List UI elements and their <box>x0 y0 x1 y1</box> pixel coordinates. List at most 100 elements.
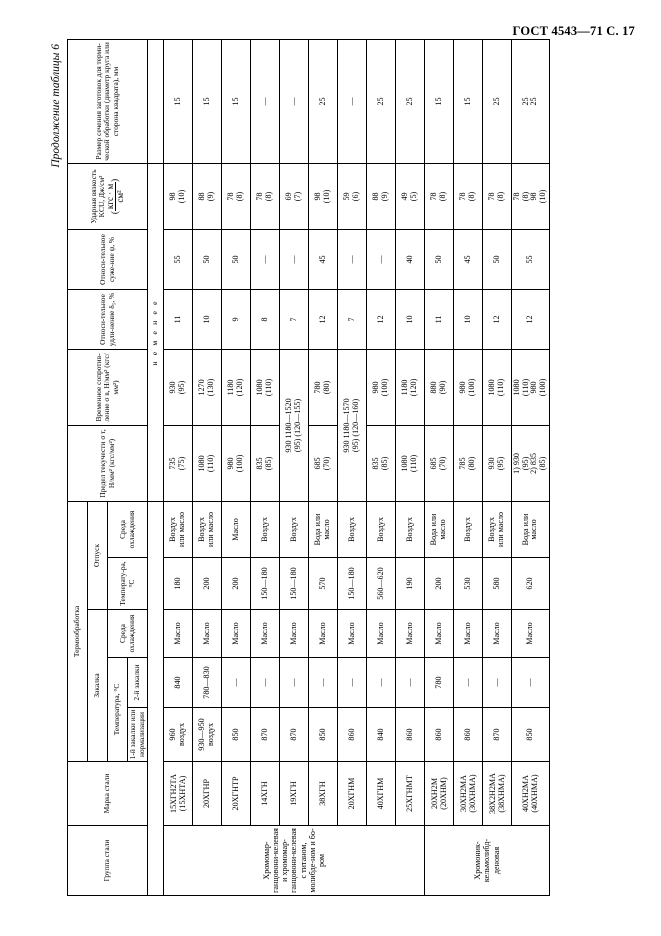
header-group: Группа стали <box>67 825 148 896</box>
cell-impact-toughness: 59 (6) <box>337 163 367 230</box>
table-row: 25ХГНМТ 860— Масло 190 Воздух 1080 (110) 1180 (1… <box>395 39 425 895</box>
cell-quench-medium: Масло <box>453 609 483 658</box>
cell-temper-medium: Вода или масло <box>308 501 338 558</box>
cell-billet-size: 15 <box>221 39 251 164</box>
cell-temper-temp: 200 <box>221 557 251 610</box>
cell-steel-grade: 38ХГН <box>308 761 338 826</box>
cell-tensile-strength: 1080 (110) <box>250 349 280 426</box>
cell-yield-strength: 685 (70) <box>424 425 454 502</box>
cell-temper-medium: Воздух <box>250 501 280 558</box>
impact-unit-denominator: см² <box>115 190 126 203</box>
header-billet-section-size: Размер сечения заготовок для терми-ческо… <box>67 39 148 164</box>
cell-quench-medium: Масло <box>279 609 309 658</box>
cell-steel-group: Хромоник-кельмолибд-деновая <box>424 825 550 896</box>
cell-quench-temp-2: — <box>453 657 483 708</box>
cell-temper-medium: Воздух <box>279 501 309 558</box>
cell-quench-temp-2: — <box>395 657 425 708</box>
cell-quench-temp-2: — <box>221 657 251 708</box>
table-row: 20ХГНТР 850— Масло 200 Масло 980 (100) 1180 (120… <box>221 39 251 895</box>
page-header-standard: ГОСТ 4543—71 С. 17 <box>512 24 635 38</box>
cell-temper-temp: 150—180 <box>337 557 367 610</box>
cell-quench-temp-1: 850 <box>308 707 338 762</box>
cell-reduction-of-area: 50 <box>424 229 454 290</box>
cell-impact-toughness: 98 (10) <box>308 163 338 230</box>
cell-impact-toughness: 78 (8) <box>424 163 454 230</box>
header-quenching: Закалка <box>87 609 108 762</box>
cell-quench-temp-1: 870 <box>250 707 280 762</box>
table-row: 40ХН2МА (40ХНМА) 850— Масло 620 Вода или масло… <box>511 39 550 895</box>
cell-reduction-of-area: — <box>279 229 309 290</box>
cell-yield-strength: 1) 930 (95) 2) 835 (85) <box>511 425 550 502</box>
cell-reduction-of-area: 45 <box>308 229 338 290</box>
cell-temper-medium: Воздух <box>337 501 367 558</box>
cell-quench-temp-2: 840 <box>163 657 193 708</box>
cell-impact-toughness: 88 (9) <box>366 163 396 230</box>
cell-impact-toughness: 88 (9) <box>192 163 222 230</box>
cell-yield-strength: 685 (70) <box>308 425 338 502</box>
cell-impact-toughness: 78 (8) <box>453 163 483 230</box>
cell-quench-temp-2: — <box>366 657 396 708</box>
cell-temper-medium: Масло <box>221 501 251 558</box>
cell-yield-and-tensile: 930 1180—1570 (95) (120—160) <box>337 349 367 502</box>
cell-temper-temp: 580 <box>482 557 512 610</box>
cell-impact-toughness: 69 (7) <box>279 163 309 230</box>
header-grade: Марка стали <box>67 761 148 826</box>
cell-quench-medium: Масло <box>221 609 251 658</box>
cell-elongation: 10 <box>192 289 222 350</box>
cell-billet-size: 15 <box>453 39 483 164</box>
cell-quench-temp-2: — <box>250 657 280 708</box>
cell-reduction-of-area: 55 <box>511 229 550 290</box>
cell-elongation: 10 <box>395 289 425 350</box>
cell-reduction-of-area: 45 <box>453 229 483 290</box>
cell-tensile-strength: 980 (100) <box>366 349 396 426</box>
cell-impact-toughness: 78 (8) <box>221 163 251 230</box>
table-row: 14ХГН 870— Масло 150—180 Воздух 835 (85) 1080 (1… <box>250 39 280 895</box>
table-row: Хромоник-кельмолибд-деновая 20ХН2М (20ХНМ)… <box>424 39 550 896</box>
table-row: 38Х2Н2МА (38ХНМА) 870— Масло 580 Воздух или ма… <box>482 39 512 895</box>
cell-temper-medium: Воздух или масло <box>163 501 193 558</box>
cell-temper-temp: 150—180 <box>250 557 280 610</box>
cell-billet-size: 25 <box>308 39 338 164</box>
cell-quench-temp-1: 860 <box>424 707 454 762</box>
cell-temper-medium: Воздух <box>366 501 396 558</box>
cell-quench-temp-1: 860 <box>337 707 367 762</box>
table-row: 19ХГН 870— Масло 150—180 Воздух 930 1180—1520… <box>279 39 309 895</box>
cell-quench-temp-2: 780 <box>424 657 454 708</box>
cell-quench-medium: Масло <box>482 609 512 658</box>
not-less-than-spacer-right <box>147 39 164 164</box>
cell-billet-size: 25 <box>395 39 425 164</box>
cell-yield-strength: 1080 (110) <box>395 425 425 502</box>
header-temper-medium: Среда охлаждения <box>107 501 148 558</box>
cell-steel-grade: 20ХГНМ <box>337 761 367 826</box>
cell-quench-medium: Масло <box>163 609 193 658</box>
cell-yield-and-tensile: 930 1180—1520 (95) (120—155) <box>279 349 309 502</box>
cell-quench-medium: Масло <box>395 609 425 658</box>
cell-steel-grade: 40ХГНМ <box>366 761 396 826</box>
cell-quench-temp-2: — <box>308 657 338 708</box>
cell-steel-grade: 20ХН2М (20ХНМ) <box>424 761 454 826</box>
cell-temper-medium: Воздух или масло <box>192 501 222 558</box>
cell-quench-temp-1: 930—950 воздух <box>192 707 222 762</box>
cell-steel-grade: 15ХГН2ТА (15ХНТА) <box>163 761 193 826</box>
cell-yield-strength: 1080 (110) <box>192 425 222 502</box>
cell-tensile-strength: 1180 (120) <box>395 349 425 426</box>
cell-temper-temp: 150—180 <box>279 557 309 610</box>
cell-elongation: 9 <box>221 289 251 350</box>
header-quench-second: 2-й закалки <box>127 657 148 708</box>
cell-temper-temp: 560—620 <box>366 557 396 610</box>
cell-quench-temp-1: 860 <box>395 707 425 762</box>
header-quench-temperature: Температура, °С <box>107 657 128 762</box>
cell-steel-grade: 25ХГНМТ <box>395 761 425 826</box>
cell-tensile-strength: 1180 (120) <box>221 349 251 426</box>
cell-quench-temp-1: 850 <box>221 707 251 762</box>
table-body: н е м е н е е Хромомар-ганцовони-келевая … <box>147 39 550 896</box>
cell-quench-medium: Масло <box>250 609 280 658</box>
cell-elongation: 12 <box>511 289 550 350</box>
cell-temper-temp: 200 <box>192 557 222 610</box>
not-less-than-spacer-left <box>147 501 164 896</box>
cell-billet-size: — <box>337 39 367 164</box>
header-quench-medium: Среда охлаждения <box>107 609 148 658</box>
header-tensile-strength: Временное сопротив-ление σ в, Н/мм² (кгс… <box>67 349 148 426</box>
cell-billet-size: — <box>250 39 280 164</box>
